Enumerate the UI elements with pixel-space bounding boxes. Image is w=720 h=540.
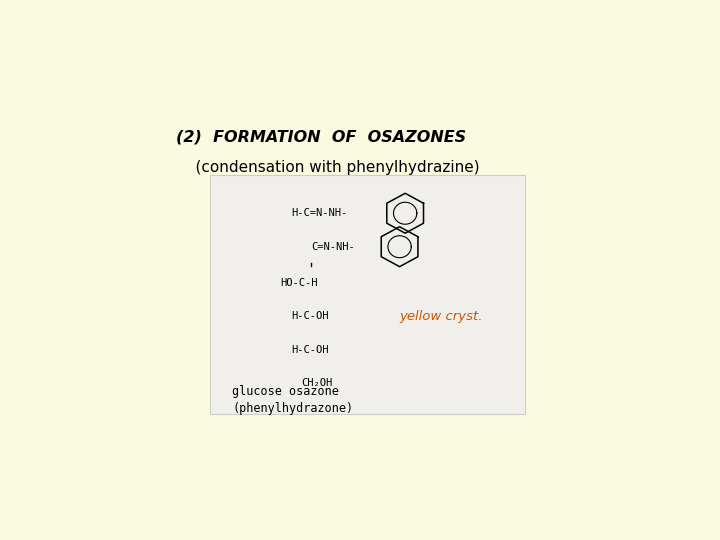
Text: glucose osazone: glucose osazone (232, 385, 339, 398)
Text: HO-C-H: HO-C-H (281, 278, 318, 288)
FancyBboxPatch shape (210, 175, 526, 414)
Text: C=N-NH-: C=N-NH- (311, 242, 355, 252)
Text: H-C=N-NH-: H-C=N-NH- (291, 208, 347, 218)
Text: H-C-OH: H-C-OH (291, 345, 328, 355)
Text: CH₂OH: CH₂OH (301, 378, 332, 388)
Text: H-C-OH: H-C-OH (291, 311, 328, 321)
Text: (phenylhydrazone): (phenylhydrazone) (232, 402, 354, 415)
Text: (2)  FORMATION  OF  OSAZONES: (2) FORMATION OF OSAZONES (176, 129, 467, 144)
Text: (condensation with phenylhydrazine): (condensation with phenylhydrazine) (176, 160, 480, 176)
Text: yellow cryst.: yellow cryst. (399, 309, 482, 322)
